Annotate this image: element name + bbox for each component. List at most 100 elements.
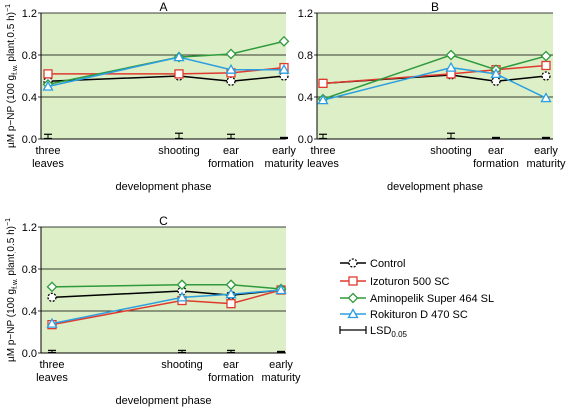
lsd-bar: [277, 350, 285, 354]
plot-area: [41, 227, 286, 353]
lsd-bar: [48, 349, 56, 354]
legend-lsd-text: LSD: [370, 325, 391, 337]
y-tick-label: 0.8: [22, 50, 37, 62]
y-axis-label-part: ·: [12, 38, 19, 40]
data-point: [540, 50, 552, 62]
x-tick-label: three: [310, 145, 335, 157]
data-point: [540, 92, 552, 103]
data-point: [174, 69, 184, 79]
lsd-bar: [44, 133, 52, 140]
lsd-bar: [175, 132, 183, 140]
lsd-bar: [492, 136, 500, 140]
legend-label: LSD0.05: [370, 325, 408, 339]
legend-item-izoturon-500-sc: Izoturon 500 SC: [340, 276, 450, 288]
x-tick-label: leaves: [307, 158, 339, 170]
x-tick-label: early: [534, 145, 558, 157]
x-tick-label: maturity: [261, 372, 301, 384]
y-tick-label: 0.8: [298, 50, 313, 62]
legend-marker: [348, 258, 358, 268]
y-tick-label: 0.4: [22, 306, 37, 318]
legend-marker: [347, 292, 359, 304]
legend-label: Rokituron D 470 SC: [370, 309, 468, 321]
data-point: [491, 76, 501, 86]
x-tick-label: formation: [473, 158, 519, 170]
x-tick-label: three: [39, 359, 64, 371]
x-tick-label: shooting: [158, 145, 200, 157]
series-line: [51, 289, 282, 325]
y-axis-label-part: µM p−NP (100 g: [6, 75, 17, 148]
x-tick-label: early: [272, 145, 296, 157]
series-rokituron-d-470-sc: [317, 61, 552, 105]
series-line: [322, 64, 547, 85]
series-rokituron-d-470-sc: [42, 51, 290, 91]
y-axis-label: µM p−NP (100 gf.w. plant·0.5 h)−1: [5, 218, 19, 362]
y-tick-label: 0.4: [298, 92, 313, 104]
lsd-bar: [447, 132, 455, 140]
y-tick-label: 0.0: [22, 134, 37, 146]
x-tick-label: early: [269, 359, 293, 371]
data-point: [275, 284, 287, 295]
y-axis-label-part: 0.5 h): [6, 12, 17, 38]
data-point: [318, 78, 328, 88]
x-tick-label: ear: [223, 359, 239, 371]
lsd-bar: [227, 349, 235, 354]
data-point: [225, 48, 237, 60]
series-line: [47, 75, 285, 83]
data-point: [47, 292, 57, 303]
series-line: [47, 56, 284, 88]
data-point: [445, 61, 457, 72]
data-point: [278, 63, 290, 74]
x-tick-label: ear: [223, 145, 239, 157]
lsd-bar: [319, 133, 327, 140]
x-tick-label: shooting: [430, 145, 472, 157]
y-axis-label-part: −1: [5, 218, 12, 226]
data-point: [46, 317, 58, 328]
x-tick-label: formation: [208, 158, 254, 170]
data-point: [173, 51, 185, 62]
legend-item-rokituron-d-470-sc: Rokituron D 470 SC: [340, 308, 468, 321]
data-point: [278, 35, 290, 47]
data-point: [46, 281, 58, 293]
x-axis-label: development phase: [115, 395, 211, 407]
x-tick-label: formation: [208, 372, 254, 384]
data-point: [176, 279, 188, 291]
lsd-bar: [280, 136, 288, 140]
y-tick-label: 0.0: [22, 348, 37, 360]
x-tick-label: maturity: [264, 158, 304, 170]
series-line: [322, 66, 547, 101]
legend-item-aminopelik-super-464-sl: Aminopelik Super 464 SL: [340, 292, 494, 305]
data-point: [445, 49, 457, 61]
panel-title: C: [159, 214, 168, 228]
x-tick-label: maturity: [526, 158, 566, 170]
y-axis-label-part: −1: [5, 4, 12, 12]
series-rokituron-d-470-sc: [46, 284, 287, 328]
legend-item-control: Control: [340, 258, 405, 270]
y-axis-label: µM p−NP (100 gf.w. plant·0.5 h)−1: [5, 4, 19, 148]
legend-label: Control: [370, 258, 405, 270]
y-axis-label-part: f.w.: [12, 64, 19, 75]
y-axis-label-part: ·: [12, 252, 19, 254]
lsd-bar: [178, 349, 186, 354]
x-axis-label: development phase: [387, 181, 483, 193]
data-point: [490, 68, 502, 79]
data-point: [226, 298, 236, 309]
series-line: [51, 284, 282, 290]
legend-item-lsd: LSD0.05: [339, 325, 408, 339]
y-axis-label-part: plant: [6, 254, 17, 279]
y-tick-label: 1.2: [22, 8, 37, 20]
x-axis-label: development phase: [115, 181, 211, 193]
legend: Control Izoturon 500 SC Aminopelik Super 4…: [339, 258, 494, 339]
lsd-bar: [227, 133, 235, 140]
x-tick-label: ear: [488, 145, 504, 157]
panel-title: B: [431, 0, 439, 14]
panel-title: A: [159, 0, 167, 14]
x-tick-label: leaves: [32, 158, 64, 170]
x-tick-label: shooting: [161, 359, 203, 371]
x-tick-label: leaves: [36, 372, 68, 384]
y-tick-label: 0.4: [22, 92, 37, 104]
legend-label: Aminopelik Super 464 SL: [370, 293, 494, 305]
